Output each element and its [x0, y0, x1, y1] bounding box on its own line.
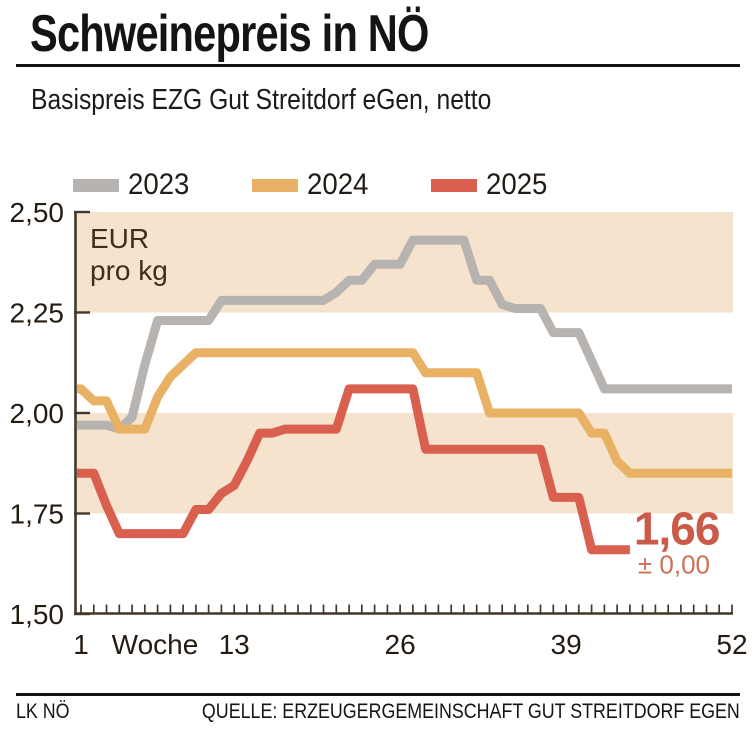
page-title: Schweinepreis in NÖ: [30, 5, 429, 63]
unit-label: pro kg: [90, 255, 168, 286]
y-axis-label: 2,25: [10, 298, 65, 329]
legend-swatch-2024: [251, 178, 298, 192]
x-axis-label: 26: [385, 629, 416, 660]
x-axis-label: 1: [73, 629, 89, 660]
latest-price-label: 1,66: [634, 503, 720, 555]
series-line-2025: [76, 384, 630, 555]
legend-label-2023: 2023: [128, 168, 190, 201]
legend-item-2023: 2023: [73, 170, 195, 200]
legend-item-2024: 2024: [251, 168, 374, 201]
chart-subtitle: Basispreis EZG Gut Streitdorf eGen, nett…: [31, 84, 492, 116]
series-line-2023: [76, 235, 732, 434]
unit-label: EUR: [90, 223, 149, 254]
x-axis-label: 39: [551, 629, 582, 660]
legend-swatch-2025: [430, 178, 477, 192]
y-axis-label: 2,50: [10, 197, 65, 228]
footer-credit: LK NÖ: [16, 700, 70, 723]
legend-label-2024: 2024: [306, 168, 369, 201]
price-chart: 2,50 2,25 2,00 1,75 1,50 1 Woche 13 26 39 52 EUR pro…: [0, 150, 756, 680]
legend-swatch-2023: [73, 178, 119, 192]
legend-label-2025: 2025: [485, 168, 547, 201]
chart-legend: 2023 2024 2025: [73, 170, 552, 200]
title-divider: [16, 64, 740, 67]
price-band: [76, 413, 733, 514]
legend-item-2025: 2025: [430, 168, 553, 201]
series-line-2024: [76, 348, 732, 478]
x-axis-label: 52: [716, 629, 747, 660]
y-axis-label: 1,50: [10, 599, 65, 630]
footer-source: QUELLE: ERZEUGERGEMEINSCHAFT GUT STREITD…: [202, 700, 740, 723]
y-axis-label: 1,75: [10, 499, 65, 530]
y-axis-label: 2,00: [10, 398, 65, 429]
price-change-label: ± 0,00: [638, 550, 710, 580]
price-chart-canvas: 2,50 2,25 2,00 1,75 1,50 1 Woche 13 26 39 52 EURpro…: [10, 197, 748, 660]
x-axis-label: 13: [219, 629, 250, 660]
footer-divider: [16, 693, 740, 696]
x-axis-title: Woche: [112, 629, 199, 660]
